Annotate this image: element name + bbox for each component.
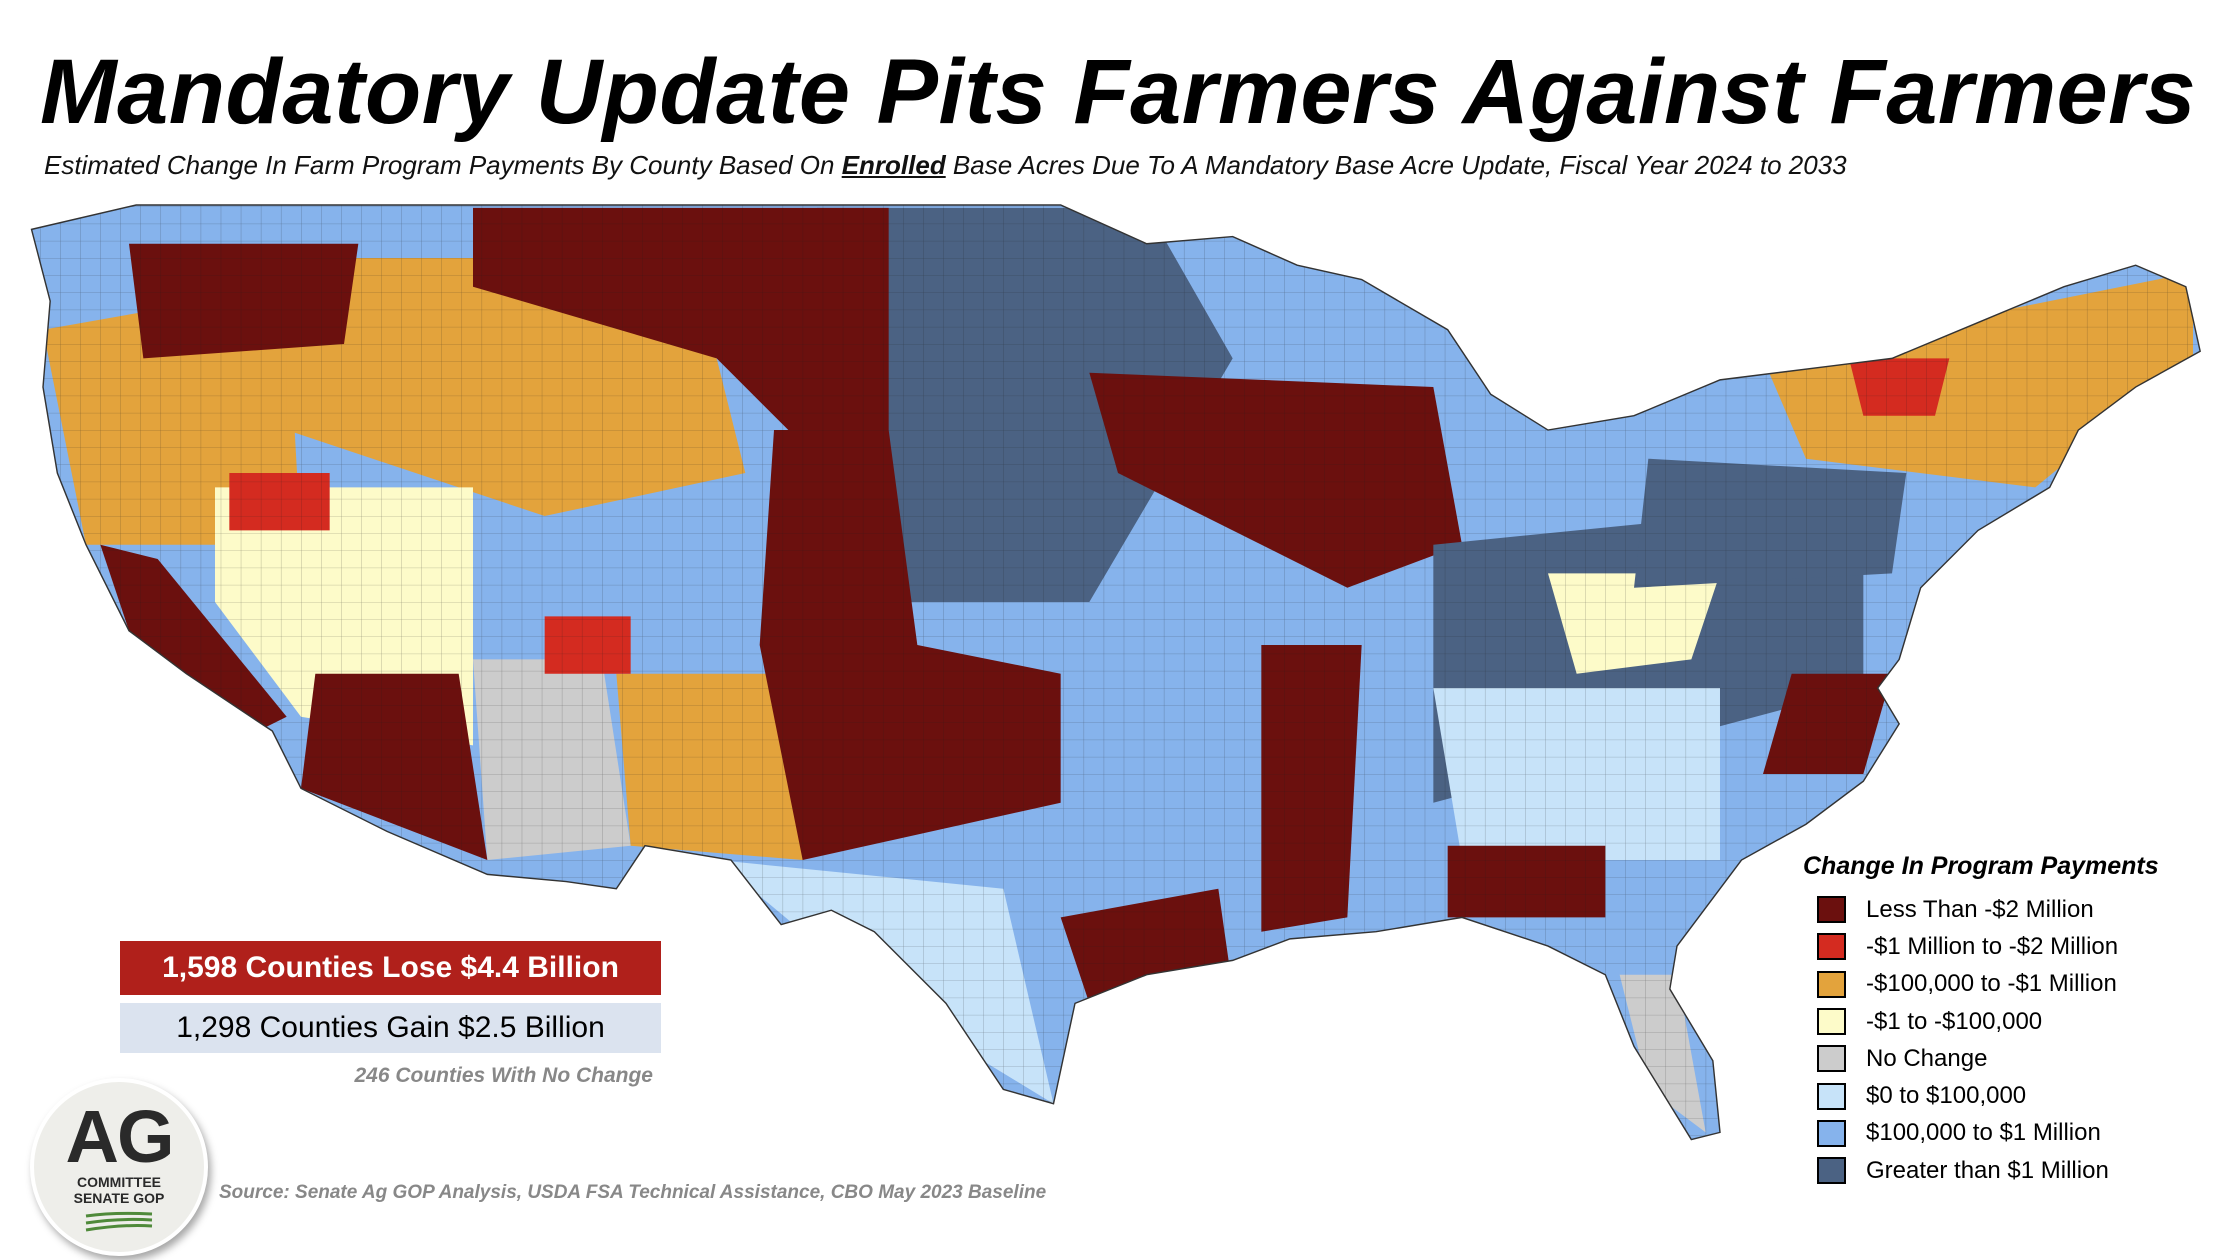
- legend-item: $0 to $100,000: [1817, 1077, 2159, 1114]
- legend-label: Less Than -$2 Million: [1866, 895, 2094, 923]
- legend-swatch: [1817, 1119, 1846, 1147]
- ag-committee-logo: AG COMMITTEE SENATE GOP: [30, 1078, 208, 1256]
- legend-item: $100,000 to $1 Million: [1817, 1115, 2159, 1152]
- legend-swatch: [1817, 933, 1846, 961]
- legend-swatch: [1817, 896, 1846, 924]
- legend: Change In Program Payments Less Than -$2…: [1803, 852, 2159, 1189]
- legend-label: $100,000 to $1 Million: [1866, 1119, 2101, 1147]
- page-title: Mandatory Update Pits Farmers Against Fa…: [40, 41, 2197, 143]
- subtitle-text: Estimated Change In Farm Program Payment…: [44, 150, 842, 180]
- legend-item: Less Than -$2 Million: [1817, 891, 2159, 928]
- legend-label: No Change: [1866, 1044, 1988, 1072]
- legend-item: No Change: [1817, 1040, 2159, 1077]
- legend-swatch: [1817, 970, 1846, 998]
- logo-ag-text: AG: [65, 1095, 175, 1178]
- legend-swatch: [1817, 1082, 1846, 1110]
- legend-swatch: [1817, 1008, 1846, 1036]
- legend-item: Greater than $1 Million: [1817, 1152, 2159, 1189]
- legend-label: Greater than $1 Million: [1866, 1156, 2109, 1184]
- legend-swatch: [1817, 1157, 1846, 1185]
- legend-label: $0 to $100,000: [1866, 1082, 2027, 1110]
- legend-item: -$100,000 to -$1 Million: [1817, 966, 2159, 1003]
- legend-label: -$100,000 to -$1 Million: [1866, 970, 2117, 998]
- legend-item: -$1 Million to -$2 Million: [1817, 928, 2159, 965]
- source-note: Source: Senate Ag GOP Analysis, USDA FSA…: [219, 1182, 1047, 1203]
- legend-title: Change In Program Payments: [1803, 852, 2159, 880]
- logo-line1: COMMITTEE: [77, 1174, 161, 1190]
- logo-line2: SENATE GOP: [73, 1190, 165, 1206]
- subtitle-text-end: Base Acres Due To A Mandatory Base Acre …: [945, 150, 1847, 180]
- page-subtitle: Estimated Change In Farm Program Payment…: [44, 150, 1847, 181]
- field-lines-icon: [85, 1211, 153, 1232]
- subtitle-emphasis: Enrolled: [841, 150, 946, 180]
- counties-lose-summary: 1,598 Counties Lose $4.4 Billion: [120, 941, 661, 995]
- legend-label: -$1 to -$100,000: [1866, 1007, 2043, 1035]
- legend-swatch: [1817, 1045, 1846, 1073]
- counties-no-change-summary: 246 Counties With No Change: [354, 1064, 653, 1087]
- legend-label: -$1 Million to -$2 Million: [1866, 932, 2119, 960]
- legend-item: -$1 to -$100,000: [1817, 1003, 2159, 1040]
- counties-gain-summary: 1,298 Counties Gain $2.5 Billion: [120, 1003, 661, 1053]
